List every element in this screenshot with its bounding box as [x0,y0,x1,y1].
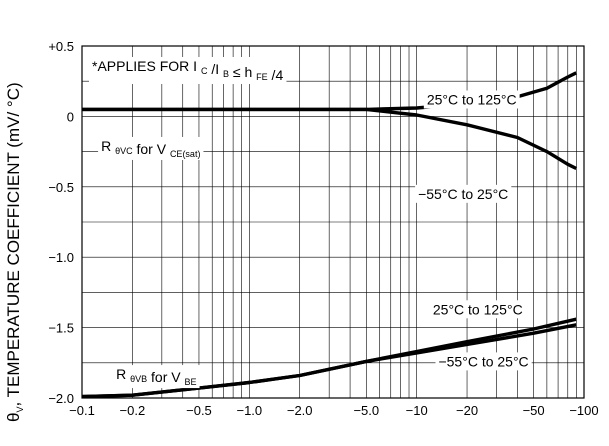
label-vc-25-125: 25°C to 125°C [427,92,517,108]
label-vc-55-25-background [415,184,512,203]
y-tick-label: −1.0 [48,250,74,265]
annotation-r-thetavc-part: θVC [115,146,133,156]
label-vc-25-125-part: 25°C to 125°C [427,92,517,108]
annotation-r-thetavc-part: for V [133,141,170,157]
label-vb-55-25: −55°C to 25°C [438,353,528,369]
annotation-r-thetavb-part: θVB [130,374,147,384]
note-applies-background [89,57,287,84]
label-vb-25-125: 25°C to 125°C [433,301,523,317]
annotation-r-thetavc-part: R [101,138,115,154]
y-axis-label-prefix: θ [4,413,23,422]
y-tick-label: −1.5 [48,321,74,336]
label-vc-55-25: −55°C to 25°C [418,186,508,202]
annotation-r-thetavc-background [98,136,204,160]
x-tick-label: −2.0 [287,403,313,418]
x-tick-label: −10 [406,403,428,418]
x-tick-label: −100 [569,403,598,418]
annotation-r-thetavb-background [113,365,200,389]
annotation-r-thetavb-part: for V [147,369,184,385]
x-tick-label: −50 [523,403,545,418]
x-tick-label: −20 [456,403,478,418]
y-axis-label-separator: , [4,397,23,406]
note-applies-part: C [201,66,208,76]
plot-frame [81,45,585,399]
x-tick-label: −1.0 [236,403,262,418]
y-tick-label: 0 [67,109,74,124]
x-tick-label: −0.1 [69,403,95,418]
note-applies-part: /4 [268,67,284,83]
label-vb-55-25-part: −55°C to 25°C [438,353,528,369]
tick-labels: −0.1 −0.2 −0.5 −1.0 −2.0 −5.0 −10 −20 −50 −100 +0.… [48,39,598,418]
y-tick-label: +0.5 [48,39,74,54]
annotation-r-thetavb: R θVB for V BE [116,366,196,387]
note-applies-part: /I [207,61,223,77]
series-line-2 [82,107,578,171]
y-tick-label: −0.5 [48,180,74,195]
y-axis-label-text: TEMPERATURE COEFFICIENT (mV/ °C) [4,82,23,397]
y-axis-label: θV, TEMPERATURE COEFFICIENT (mV/ °C) [4,82,25,422]
y-axis-label-prefix-sub: V [15,407,25,413]
x-tick-label: −0.2 [120,403,146,418]
label-vb-55-25-background [435,352,532,371]
series-line-4 [81,323,577,399]
y-tick-label: −2.0 [48,391,74,406]
label-vb-25-125-part: 25°C to 125°C [433,301,523,317]
note-applies-part: ≤ h [229,64,256,80]
annotations: *APPLIES FOR I C /I B ≤ h FE /4 R θVC for… [89,57,532,389]
note-applies-part: B [223,69,229,79]
note-applies-part: *APPLIES FOR I [92,58,201,74]
annotation-r-thetavc-part: CE(sat) [170,149,201,159]
label-vc-25-125-background [423,90,520,109]
label-vb-25-125-background [429,300,526,319]
x-tick-label: −0.5 [186,403,212,418]
label-vc-55-25-part: −55°C to 25°C [418,186,508,202]
annotation-r-thetavb-part: R [116,366,130,382]
annotation-r-thetavc: R θVC for V CE(sat) [101,138,200,159]
note-applies: *APPLIES FOR I C /I B ≤ h FE /4 [92,58,283,83]
note-applies-part: FE [256,72,268,82]
annotation-r-thetavb-part: BE [185,377,197,387]
x-tick-label: −5.0 [353,403,379,418]
